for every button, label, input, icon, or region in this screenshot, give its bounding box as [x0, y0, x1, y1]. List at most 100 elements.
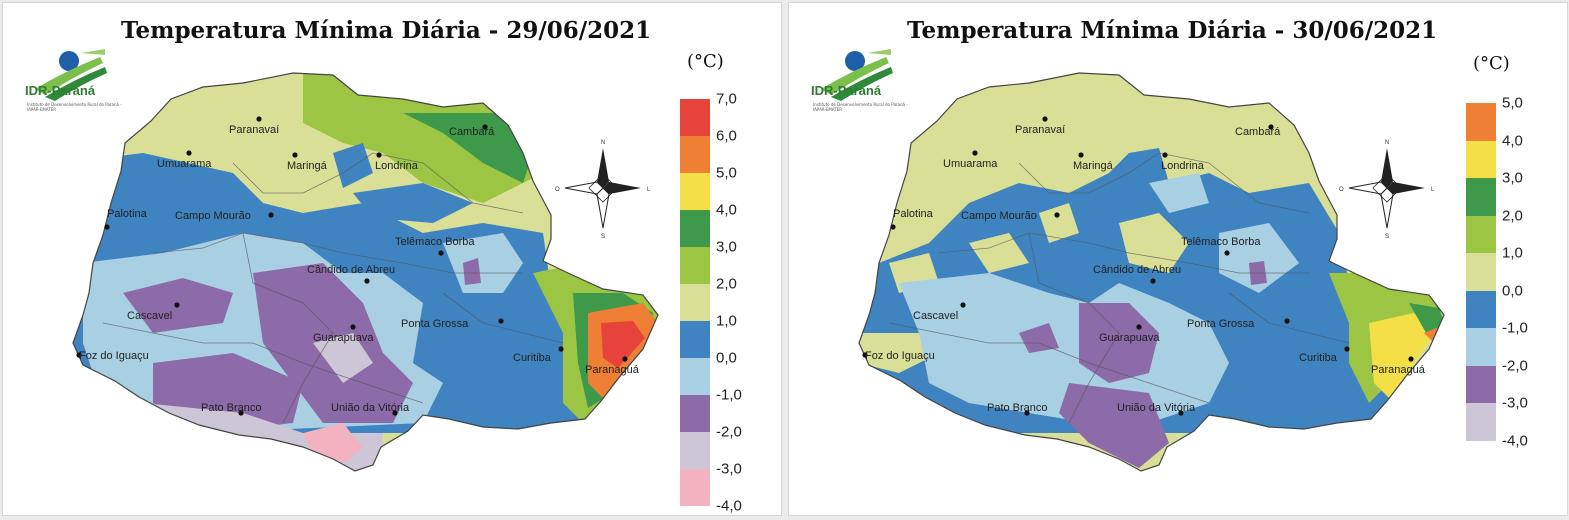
- legend-swatch: [680, 284, 710, 321]
- legend-tick-label: 3,0: [1502, 169, 1523, 187]
- city-dot: [1136, 324, 1142, 330]
- city-label: Curitiba: [1299, 352, 1338, 364]
- city-label: Maringá: [287, 160, 328, 172]
- legend-tick-label: 2,0: [1502, 207, 1523, 224]
- city-label: Pato Branco: [987, 402, 1048, 414]
- legend-tick-label: -1,0: [1502, 319, 1528, 337]
- city-label: Palotina: [893, 208, 934, 220]
- logo-name: IDR-Paraná: [25, 83, 96, 98]
- city-dot: [862, 352, 868, 358]
- legend-swatch: [680, 321, 710, 358]
- legend-swatch: [1466, 403, 1496, 441]
- map-panel-3006: IDR-Paraná Instituto de Desenvolvimento …: [788, 2, 1568, 516]
- legend-tick-label: -3,0: [1502, 394, 1528, 412]
- legend-tick-label: 3,0: [716, 238, 737, 256]
- city-label: Pato Branco: [201, 402, 262, 414]
- city-label: Londrina: [1161, 160, 1205, 172]
- legend-tick-label: -2,0: [716, 423, 742, 441]
- city-dot: [268, 212, 274, 218]
- city-label: Umuarama: [943, 158, 998, 170]
- city-label: Cândido de Abreu: [1093, 264, 1181, 276]
- city-dot: [1178, 410, 1184, 416]
- legend-swatch: [680, 210, 710, 247]
- legend-swatch: [1466, 215, 1496, 253]
- city-label: Foz do Iguaçu: [865, 350, 935, 362]
- city-dot: [498, 318, 504, 324]
- city-label: Cambará: [449, 126, 495, 138]
- city-label: União da Vitória: [1117, 402, 1196, 414]
- logo-subtitle: Instituto de Desenvolvimento Rural do Pa…: [27, 102, 122, 112]
- city-dot: [558, 346, 564, 352]
- city-dot: [972, 150, 978, 156]
- city-dot: [174, 302, 180, 308]
- city-dot: [104, 224, 110, 230]
- compass-n: N: [1385, 140, 1389, 146]
- legend-swatch: [1466, 253, 1496, 291]
- logo-subtitle: Instituto de Desenvolvimento Rural do Pa…: [813, 102, 908, 112]
- city-dot: [186, 150, 192, 156]
- legend-tick-label: -3,0: [716, 460, 742, 478]
- legend-tick-label: 5,0: [716, 164, 737, 182]
- color-legend: 5,0 4,0 3,0 2,0 1,0 0,0 -1,0 -2,0 -3,0 -4,0: [1466, 95, 1536, 449]
- temperature-map: Paranavaí Umuarama Maringá Londrina Cambará C…: [72, 72, 659, 472]
- city-dot: [622, 356, 628, 362]
- city-dot: [364, 278, 370, 284]
- idr-parana-logo: [821, 49, 893, 101]
- legend-swatch: [680, 173, 710, 210]
- legend-tick-label: 1,0: [1502, 244, 1523, 262]
- legend-swatch: [680, 247, 710, 284]
- legend-tick-label: -1,0: [716, 386, 742, 404]
- city-label: Campo Mourão: [175, 210, 251, 222]
- city-dot: [1268, 124, 1274, 130]
- city-label: Cascavel: [913, 310, 958, 322]
- map-title: Temperatura Mínima Diária - 30/06/2021: [907, 17, 1438, 44]
- legend-swatch: [680, 358, 710, 395]
- city-dot: [1024, 410, 1030, 416]
- city-label: Maringá: [1073, 160, 1114, 172]
- city-label: Ponta Grossa: [401, 318, 469, 330]
- city-label: Cascavel: [127, 310, 172, 322]
- city-label: Cambará: [1235, 126, 1281, 138]
- city-dot: [292, 152, 298, 158]
- legend-tick-label: 4,0: [1502, 132, 1523, 149]
- city-dot: [350, 324, 356, 330]
- legend-swatch: [680, 99, 710, 136]
- city-dot: [238, 410, 244, 416]
- legend-swatch: [1466, 290, 1496, 328]
- legend-swatch: [680, 395, 710, 432]
- idr-parana-logo: [35, 49, 107, 101]
- city-dot: [1150, 278, 1156, 284]
- legend-swatch: [1466, 365, 1496, 403]
- city-label: Londrina: [375, 160, 419, 172]
- legend-swatch: [680, 432, 710, 469]
- legend-tick-label: 0,0: [716, 349, 737, 367]
- legend-tick-label: 2,0: [716, 275, 737, 293]
- legend-tick-label: -4,0: [716, 497, 742, 515]
- legend-swatch: [1466, 103, 1496, 141]
- city-dot: [1162, 152, 1168, 158]
- city-dot: [482, 124, 488, 130]
- city-dot: [1344, 346, 1350, 352]
- city-dot: [1408, 356, 1414, 362]
- map-panel-2906: IDR-Paraná Instituto de Desenvolvimento …: [2, 2, 782, 516]
- compass-w: O: [555, 187, 560, 193]
- city-dot: [1054, 212, 1060, 218]
- legend-tick-label: 4,0: [716, 201, 737, 219]
- legend-tick-label: -4,0: [1502, 432, 1528, 449]
- city-label: Paranavaí: [1015, 124, 1065, 136]
- legend-tick-label: 1,0: [716, 312, 737, 330]
- legend-tick-label: 5,0: [1502, 94, 1523, 112]
- legend-tick-label: -2,0: [1502, 357, 1528, 374]
- compass-w: O: [1339, 187, 1344, 193]
- color-legend: 7,0 6,0 5,0 4,0 3,0 2,0 1,0 0,0 -1,0 -2,0 -3,0 -4,0: [680, 91, 750, 515]
- legend-tick-label: 6,0: [716, 127, 737, 145]
- city-label: Guarapuava: [313, 332, 374, 344]
- compass-e: L: [1431, 187, 1435, 193]
- city-dot: [438, 250, 444, 256]
- city-label: Ponta Grossa: [1187, 318, 1255, 330]
- compass-s: S: [1385, 234, 1389, 240]
- legend-swatch: [680, 136, 710, 173]
- city-markers: Paranavaí Umuarama Maringá Londrina Cambará C…: [862, 116, 1426, 416]
- map-title: Temperatura Mínima Diária - 29/06/2021: [121, 17, 652, 44]
- compass-rose-icon: N S L O: [555, 140, 651, 240]
